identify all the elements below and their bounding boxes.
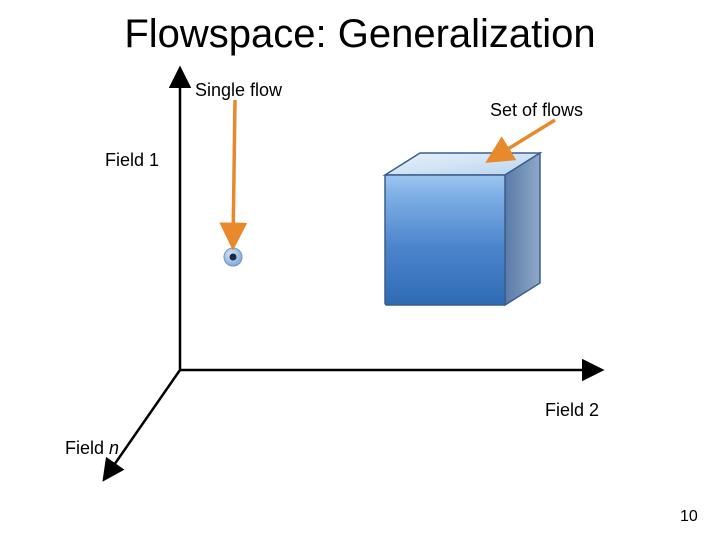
set-of-flows-label: Set of flows (490, 100, 583, 121)
cube (385, 153, 540, 305)
page-number: 10 (680, 508, 698, 526)
field2-label: Field 2 (545, 400, 599, 421)
field1-label: Field 1 (105, 150, 159, 171)
single-flow-point (224, 248, 242, 266)
fieldn-n: n (109, 438, 119, 458)
single-flow-label: Single flow (195, 80, 282, 101)
diagram-canvas (0, 0, 720, 540)
fieldn-label: Field n (65, 438, 119, 459)
fieldn-text: Field (65, 438, 109, 458)
axis-n (105, 370, 180, 478)
slide: Flowspace: Generalization (0, 0, 720, 540)
single-flow-arrow (233, 100, 235, 245)
